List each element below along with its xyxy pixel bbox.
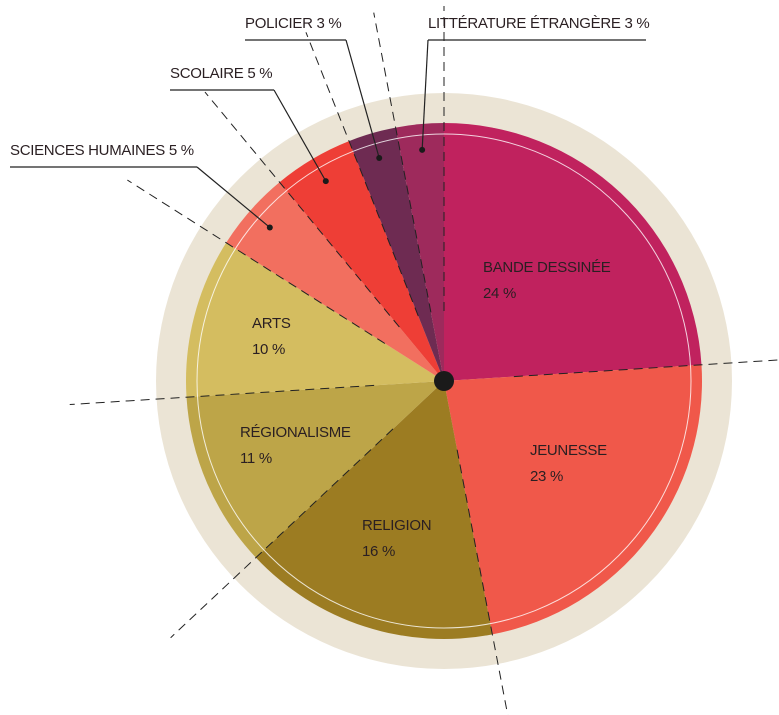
dash-line (513, 359, 779, 378)
slices (186, 123, 702, 639)
leader-line (196, 166, 271, 228)
dashes (69, 6, 779, 715)
slice-value: 24 % (483, 285, 516, 302)
outside-label-name: POLICIER (245, 15, 313, 32)
outside-label-name: SCIENCES HUMAINES (10, 142, 165, 159)
slice (186, 242, 444, 398)
slice-label: ARTS (252, 315, 291, 332)
slice-value: 11 % (240, 450, 272, 467)
slice-label: RELIGION (362, 517, 431, 534)
leader-line (345, 39, 380, 159)
center-dot (434, 371, 454, 391)
leader-dot (376, 155, 383, 162)
outside-label-name: SCOLAIRE (170, 65, 244, 82)
leader-dot (322, 178, 329, 185)
slice-label: BANDE DESSINÉE (483, 259, 611, 276)
slice (444, 364, 702, 635)
slice (279, 141, 444, 381)
outside-label-value: 5 % (169, 142, 194, 159)
outside-label-name: LITTÉRATURE ÉTRANGÈRE (428, 15, 621, 32)
slice (255, 381, 493, 639)
leader-line (273, 89, 327, 182)
outside-label: SCOLAIRE 5 % (170, 65, 272, 82)
dash-line (127, 179, 386, 344)
slice-value: 16 % (362, 543, 395, 560)
dash-line (373, 12, 432, 313)
slice-label: RÉGIONALISME (240, 424, 351, 441)
dash-line (204, 91, 400, 328)
dash-line (69, 384, 375, 406)
outside-label-value: 3 % (625, 15, 650, 32)
outside-label: SCIENCES HUMAINES 5 % (10, 142, 194, 159)
slice (186, 381, 445, 558)
outside-label-value: 5 % (247, 65, 272, 82)
slice (444, 123, 702, 381)
dash-line (170, 428, 394, 639)
labels: BANDE DESSINÉE 24 % JEUNESSE 23 % RELIGION 16… (10, 15, 650, 560)
leader-dot (419, 146, 426, 153)
slice-label: JEUNESSE (530, 442, 607, 459)
slice (226, 182, 444, 381)
leader-dot (266, 224, 273, 231)
outside-label: LITTÉRATURE ÉTRANGÈRE 3 % (428, 15, 649, 32)
leader-line (421, 39, 429, 150)
slice-value: 10 % (252, 341, 285, 358)
inner-ring (196, 133, 692, 629)
outside-label-value: 3 % (317, 15, 342, 32)
slice-value: 23 % (530, 468, 563, 485)
dash-line (456, 449, 509, 715)
dash-line (305, 32, 419, 317)
slice (349, 127, 444, 382)
outside-label: POLICIER 3 % (245, 15, 341, 32)
